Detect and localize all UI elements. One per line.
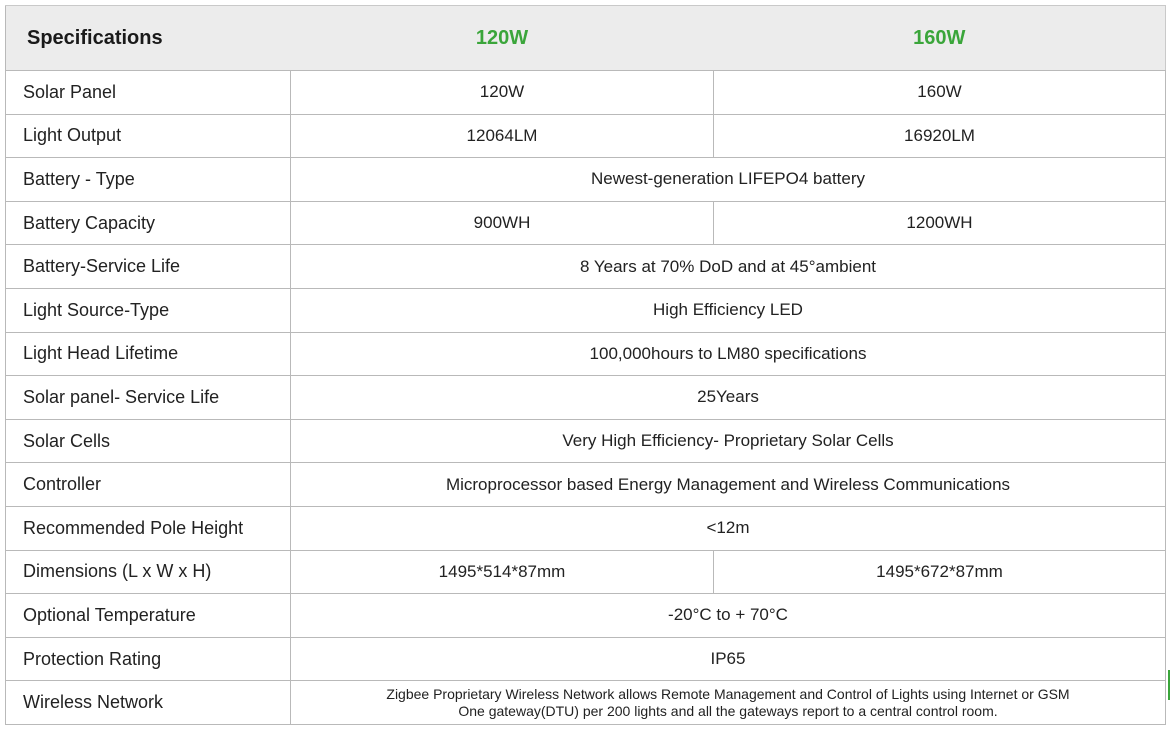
row-label: Battery Capacity: [5, 200, 291, 246]
table-row: Battery Capacity 900WH 1200WH: [5, 200, 1166, 246]
row-value-shared: IP65: [290, 636, 1166, 682]
row-label: Light Source-Type: [5, 287, 291, 333]
row-value-shared: Microprocessor based Energy Management a…: [290, 462, 1166, 507]
table-row: Battery-Service Life 8 Years at 70% DoD …: [5, 244, 1166, 289]
table-row: Wireless Network Zigbee Proprietary Wire…: [5, 680, 1166, 725]
wireless-network-line-1: Zigbee Proprietary Wireless Network allo…: [386, 685, 1070, 702]
row-value-shared: Very High Efficiency- Proprietary Solar …: [290, 418, 1166, 464]
row-label: Battery - Type: [5, 157, 291, 202]
row-value-shared-multiline: Zigbee Proprietary Wireless Network allo…: [290, 680, 1166, 725]
table-row: Protection Rating IP65: [5, 636, 1166, 682]
row-value-160w: 1495*672*87mm: [713, 549, 1166, 595]
table-header: Specifications 120W 160W: [5, 5, 1166, 71]
specifications-table: Specifications 120W 160W Solar Panel 120…: [5, 5, 1166, 725]
row-value-160w: 16920LM: [713, 113, 1166, 159]
row-value-120w: 12064LM: [290, 113, 714, 159]
table-body: Solar Panel 120W 160W Light Output 12064…: [5, 70, 1166, 725]
row-label: Solar panel- Service Life: [5, 375, 291, 420]
table-row: Dimensions (L x W x H) 1495*514*87mm 149…: [5, 549, 1166, 595]
table-row: Recommended Pole Height <12m: [5, 505, 1166, 551]
row-label: Solar Panel: [5, 70, 291, 115]
row-value-shared: 100,000hours to LM80 specifications: [290, 331, 1166, 377]
row-value-120w: 1495*514*87mm: [290, 549, 714, 595]
row-value-120w: 120W: [290, 70, 714, 115]
row-label: Controller: [5, 462, 291, 507]
row-value-120w: 900WH: [290, 200, 714, 246]
table-row: Solar Cells Very High Efficiency- Propri…: [5, 418, 1166, 464]
row-label: Battery-Service Life: [5, 244, 291, 289]
row-label: Wireless Network: [5, 680, 291, 725]
row-label: Light Output: [5, 113, 291, 159]
row-value-shared: High Efficiency LED: [290, 287, 1166, 333]
header-row: Specifications 120W 160W: [5, 5, 1166, 71]
row-label: Recommended Pole Height: [5, 505, 291, 551]
table-row: Optional Temperature -20°C to + 70°C: [5, 593, 1166, 638]
row-label: Protection Rating: [5, 636, 291, 682]
row-value-160w: 1200WH: [713, 200, 1166, 246]
header-model-120w: 120W: [290, 5, 714, 71]
green-edge-marker: [1168, 670, 1170, 700]
header-model-160w: 160W: [713, 5, 1166, 71]
row-value-shared: -20°C to + 70°C: [290, 593, 1166, 638]
row-value-shared: 8 Years at 70% DoD and at 45°ambient: [290, 244, 1166, 289]
row-value-shared: <12m: [290, 505, 1166, 551]
table-row: Controller Microprocessor based Energy M…: [5, 462, 1166, 507]
table-row: Light Source-Type High Efficiency LED: [5, 287, 1166, 333]
table-row: Solar panel- Service Life 25Years: [5, 375, 1166, 420]
table-row: Light Output 12064LM 16920LM: [5, 113, 1166, 159]
row-value-160w: 160W: [713, 70, 1166, 115]
row-label: Light Head Lifetime: [5, 331, 291, 377]
wireless-network-line-2: One gateway(DTU) per 200 lights and all …: [458, 702, 998, 719]
row-label: Dimensions (L x W x H): [5, 549, 291, 595]
table-row: Light Head Lifetime 100,000hours to LM80…: [5, 331, 1166, 377]
row-value-shared: Newest-generation LIFEPO4 battery: [290, 157, 1166, 202]
row-label: Solar Cells: [5, 418, 291, 464]
header-specifications-label: Specifications: [5, 5, 291, 71]
row-value-shared: 25Years: [290, 375, 1166, 420]
row-label: Optional Temperature: [5, 593, 291, 638]
table-row: Solar Panel 120W 160W: [5, 70, 1166, 115]
table-row: Battery - Type Newest-generation LIFEPO4…: [5, 157, 1166, 202]
